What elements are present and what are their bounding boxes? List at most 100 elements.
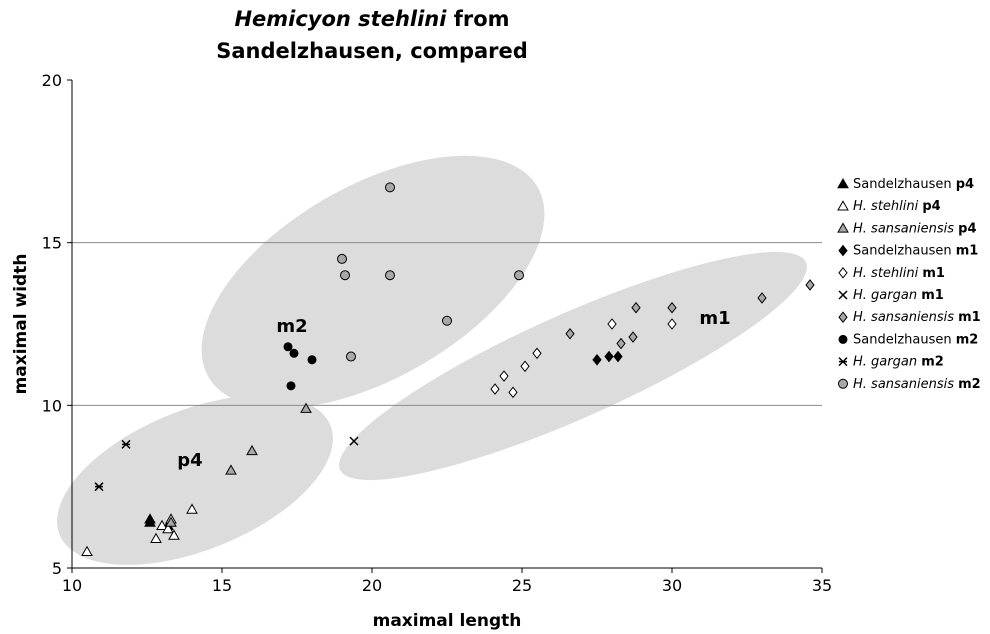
- data-point-1-0: [81, 545, 93, 556]
- y-axis-title: maximal width: [11, 254, 31, 395]
- legend-label-name: Sandelzhausen: [853, 177, 956, 192]
- data-point-2-2: [246, 444, 258, 456]
- legend-label-species: H. sansaniensis: [853, 377, 958, 392]
- legend-marker: [837, 222, 849, 233]
- region-ellipse-p4: [57, 395, 333, 565]
- legend-label-tooth: m2: [921, 355, 944, 370]
- y-tick-labels: 5 10 15 20: [42, 71, 72, 578]
- legend-label: H. stehlini p4: [853, 199, 941, 214]
- legend-label-tooth: p4: [958, 221, 976, 236]
- data-point-6-4: [667, 301, 677, 314]
- data-point-0-1: [144, 516, 156, 527]
- legend-label: H. gargan m2: [853, 355, 944, 370]
- legend-label-species: H. stehlini: [853, 266, 922, 281]
- region-label-p4: p4: [177, 450, 202, 471]
- legend-label-species: H. sansaniensis: [853, 310, 958, 325]
- region-label-m1: m1: [699, 308, 730, 329]
- legend-entry: H. sansaniensis p4: [837, 221, 977, 236]
- data-point-9-2: [385, 182, 395, 193]
- x-tick-label: 10: [62, 576, 82, 595]
- x-tick-labels: 10 15 20 25 30 35: [62, 568, 832, 595]
- legend-label: Sandelzhausen m1: [853, 244, 978, 259]
- data-point-1-2: [156, 519, 168, 530]
- legend-marker: [838, 290, 848, 300]
- legend-label: H. sansaniensis p4: [853, 221, 977, 236]
- y-tick-label: 10: [42, 396, 62, 415]
- legend-label: H. gargan m1: [853, 288, 944, 303]
- legend-entry: Sandelzhausen p4: [837, 177, 974, 192]
- legend-marker: [838, 334, 848, 344]
- data-point-6-3: [631, 301, 641, 314]
- legend-label-tooth: p4: [956, 177, 974, 192]
- legend-marker: [838, 311, 848, 324]
- region-label-m2: m2: [276, 316, 307, 337]
- legend-marker: [838, 378, 848, 389]
- data-point-4-5: [607, 318, 617, 330]
- data-point-4-1: [499, 370, 509, 382]
- data-point-6-5: [757, 292, 767, 304]
- data-points: [81, 182, 815, 556]
- legend-label: H. sansaniensis m2: [853, 377, 981, 392]
- legend-entry: H. gargan m2: [838, 355, 944, 370]
- legend-label: Sandelzhausen m2: [853, 332, 978, 347]
- data-point-7-3: [286, 381, 296, 391]
- data-point-9-5: [514, 270, 524, 281]
- y-tick-label: 15: [42, 234, 62, 253]
- data-point-1-3: [162, 522, 174, 534]
- data-point-9-3: [385, 270, 395, 281]
- data-point-4-4: [532, 347, 542, 360]
- data-point-4-6: [667, 318, 677, 330]
- data-point-9-1: [340, 270, 350, 281]
- legend-label-tooth: m1: [921, 288, 944, 303]
- legend-label-tooth: m1: [956, 244, 979, 259]
- x-tick-label: 15: [212, 576, 232, 595]
- legend-marker: [838, 244, 848, 257]
- chart-title-line2: Sandelzhausen, compared: [216, 39, 528, 63]
- data-point-8-0: [121, 439, 131, 449]
- data-point-1-6: [186, 503, 198, 514]
- data-point-9-6: [346, 351, 356, 362]
- legend-label: H. stehlini m1: [853, 266, 945, 281]
- legend-entry: H. sansaniensis m2: [838, 377, 981, 392]
- legend-label: Sandelzhausen p4: [853, 177, 974, 192]
- data-point-1-1: [150, 532, 162, 543]
- chart-title-italic: Hemicyon stehlini: [234, 7, 447, 31]
- legend-entry: Sandelzhausen m2: [838, 332, 978, 347]
- region-ellipse-m1: [339, 251, 807, 481]
- data-point-3-2: [613, 350, 623, 363]
- chart-title-line1: Hemicyon stehlini from: [234, 7, 509, 31]
- data-point-7-0: [283, 342, 293, 352]
- data-point-4-2: [508, 386, 518, 399]
- data-point-7-2: [307, 355, 317, 365]
- data-point-2-0: [165, 516, 177, 527]
- legend-label-tooth: p4: [922, 199, 940, 214]
- legend-marker: [837, 200, 849, 211]
- x-tick-label: 25: [512, 576, 532, 595]
- y-tick-label: 20: [42, 71, 62, 90]
- data-point-8-1: [94, 482, 104, 492]
- x-tick-label: 30: [662, 576, 682, 595]
- y-tick-label: 5: [52, 559, 62, 578]
- chart-title-rest: from: [446, 7, 509, 31]
- data-point-9-4: [442, 315, 452, 326]
- data-point-6-0: [565, 327, 575, 340]
- legend-entry: H. stehlini m1: [838, 266, 945, 281]
- data-point-5-0: [349, 436, 359, 446]
- legend-label-tooth: m1: [958, 310, 981, 325]
- data-point-6-2: [628, 331, 638, 343]
- data-point-2-3: [300, 402, 312, 413]
- gridlines: [72, 242, 822, 406]
- data-point-2-1: [225, 464, 237, 475]
- legend-entry: H. gargan m1: [838, 288, 944, 303]
- legend-label-species: H. stehlini: [853, 199, 922, 214]
- legend-label-name: Sandelzhausen: [853, 244, 956, 259]
- legend-marker: [838, 357, 848, 367]
- x-tick-label: 20: [362, 576, 382, 595]
- legend-label-species: H. gargan: [853, 355, 921, 370]
- legend-entry: Sandelzhausen m1: [838, 244, 978, 259]
- legend: Sandelzhausen p4H. stehlini p4H. sansani…: [837, 177, 981, 392]
- legend-label-tooth: m2: [956, 332, 979, 347]
- legend-entry: H. stehlini p4: [837, 199, 941, 214]
- data-point-9-0: [337, 253, 347, 264]
